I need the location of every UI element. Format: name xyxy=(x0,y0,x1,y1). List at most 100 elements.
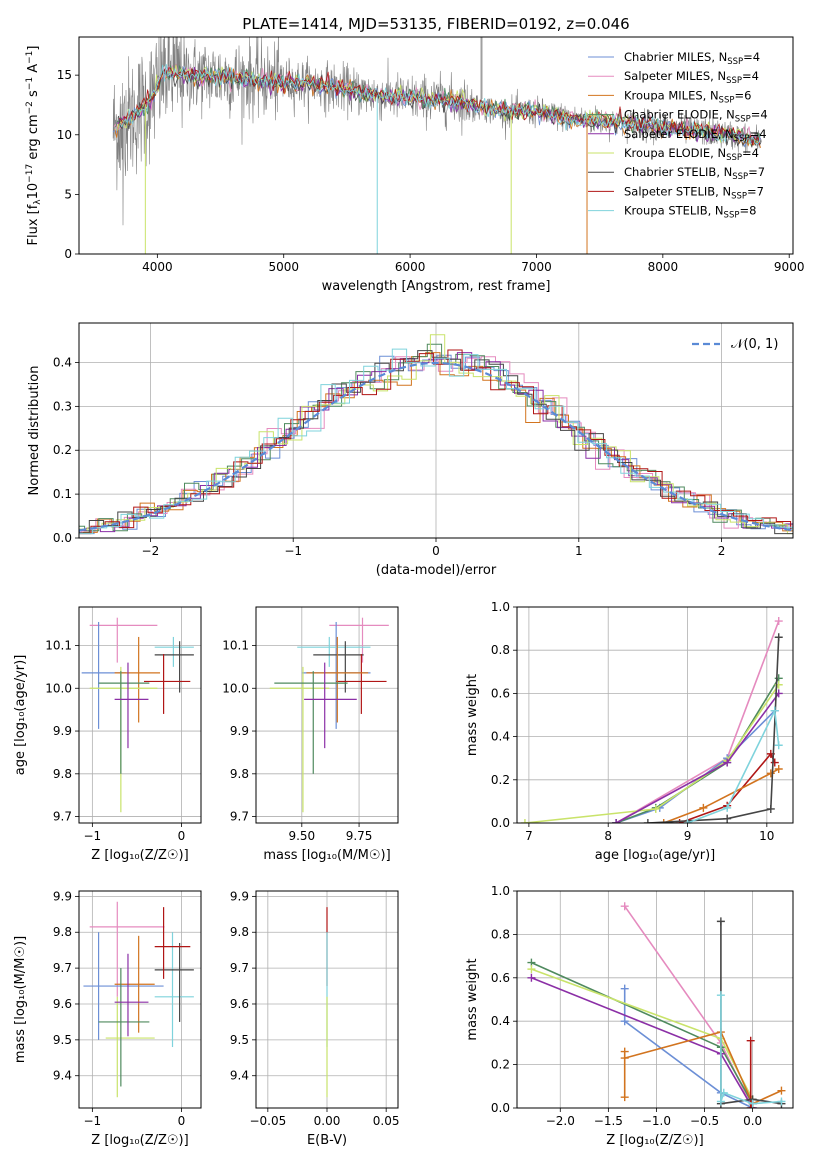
y-tick-label: 9.6 xyxy=(53,997,72,1011)
x-tick-label: 8000 xyxy=(648,260,679,274)
y-tick-label: 0.6 xyxy=(491,686,510,700)
mass-weight-marker xyxy=(774,633,783,642)
weight_vs_Z-panel: −2.0 −1.5 −1.0 −0.5 0.0 0.0 0.2 0.4 0.6 0.8 1.0 Z [… xyxy=(465,884,794,1148)
y-axis-label-part: A xyxy=(26,64,41,77)
weight_vs_age-plot-area xyxy=(520,617,783,823)
mass-weight-marker xyxy=(770,706,779,715)
legend-entry-suffix: =7 xyxy=(748,165,765,179)
legend-entry-suffix: =4 xyxy=(750,127,767,141)
mass-weight-marker xyxy=(620,1017,629,1026)
x-tick-label: −1 xyxy=(84,829,102,843)
mass-weight-marker xyxy=(774,617,783,626)
legend-entry: Kroupa STELIB, NSSP=8 xyxy=(624,204,756,221)
axes-frame xyxy=(255,606,399,824)
legend-entry-sub: SSP xyxy=(732,172,748,182)
legend-entry-label: Chabrier STELIB, N xyxy=(624,165,732,179)
y-tick-label: 9.8 xyxy=(53,925,72,939)
y-axis-label-part: −2 xyxy=(25,101,35,114)
legend-entry-suffix: =6 xyxy=(734,88,751,102)
model-spectrum-line xyxy=(119,67,761,146)
x-tick-label: −0.05 xyxy=(249,1114,286,1128)
x-tick-label: −1.5 xyxy=(594,1114,623,1128)
legend-entry-label: Chabrier ELODIE, N xyxy=(624,108,735,122)
y-tick-label: 15 xyxy=(57,68,72,82)
y-tick-label: 0.4 xyxy=(491,730,510,744)
legend-entry-sub: SSP xyxy=(724,211,740,221)
mass-weight-marker xyxy=(719,1088,728,1097)
legend-entry-label: Salpeter MILES, N xyxy=(624,69,726,83)
y-tick-label: 0.8 xyxy=(491,927,510,941)
x-tick-label: 7 xyxy=(525,829,533,843)
mass-weight-marker xyxy=(620,1093,629,1102)
mass-weight-marker xyxy=(774,741,783,750)
y-axis-label-part: ] xyxy=(26,46,41,51)
x-tick-label: 4000 xyxy=(142,260,173,274)
x-tick-label: 9000 xyxy=(774,260,805,274)
mass-weight-marker xyxy=(716,991,725,1000)
x-tick-label: 7000 xyxy=(521,260,552,274)
figure-title: PLATE=1414, MJD=53135, FIBERID=0192, z=0… xyxy=(242,15,629,33)
mass_vs_Z-plot-area xyxy=(83,901,194,1098)
legend-entry-suffix: =7 xyxy=(747,184,764,198)
legend-entry: Salpeter MILES, NSSP=4 xyxy=(624,69,759,86)
mass-weight-marker xyxy=(746,1036,755,1045)
x-axis-label: E(B-V) xyxy=(307,1133,347,1148)
y-axis-label: Normed distribution xyxy=(27,366,42,496)
y-tick-label: 9.9 xyxy=(230,889,249,903)
legend-entry-sub: SSP xyxy=(726,76,742,86)
x-tick-label: −1.0 xyxy=(642,1114,671,1128)
mass-weight-series-line xyxy=(687,707,780,823)
age_vs_Z-plot-area xyxy=(81,617,194,813)
mass-weight-marker xyxy=(659,819,668,823)
legend-entry: Kroupa ELODIE, NSSP=4 xyxy=(624,146,759,163)
axes-frame xyxy=(78,322,794,539)
y-axis-label-part: λ xyxy=(33,199,43,205)
legend-entry-suffix: =4 xyxy=(742,69,759,83)
legend-entry-label: Salpeter ELODIE, N xyxy=(624,127,734,141)
legend-entry-sub: SSP xyxy=(719,95,735,105)
legend-entry-suffix: =4 xyxy=(751,108,768,122)
mass-weight-marker xyxy=(777,1086,786,1095)
mass-weight-marker xyxy=(766,804,775,813)
x-tick-label: 9.75 xyxy=(346,829,373,843)
x-axis-label: wavelength [Angstrom, rest frame] xyxy=(322,279,551,294)
x-tick-label: −1 xyxy=(284,544,302,558)
legend-entry: Chabrier ELODIE, NSSP=4 xyxy=(624,108,768,125)
mass-weight-marker xyxy=(643,819,652,823)
mass-weight-marker xyxy=(723,758,732,767)
x-tick-label: 8 xyxy=(604,829,612,843)
legend-entry-sub: SSP xyxy=(726,153,742,163)
mass-weight-series-line xyxy=(615,677,780,823)
legend-entry-sub: SSP xyxy=(731,191,747,201)
y-axis-label-part: erg cm xyxy=(26,114,41,163)
y-tick-label: 9.9 xyxy=(230,724,249,738)
mass-weight-series-line xyxy=(663,768,780,823)
y-tick-label: 0.4 xyxy=(53,355,72,369)
y-tick-label: 9.7 xyxy=(230,810,249,824)
mass-weight-marker xyxy=(651,804,660,813)
y-axis-label: mass weight xyxy=(465,674,480,756)
mass-weight-marker xyxy=(723,814,732,823)
axes-frame xyxy=(78,36,794,255)
mass-weight-marker xyxy=(746,1104,755,1108)
y-axis-label: mass weight xyxy=(465,958,480,1040)
x-tick-label: 2 xyxy=(718,544,726,558)
y-tick-label: 5 xyxy=(64,187,72,201)
y-tick-label: 0.0 xyxy=(491,816,510,830)
x-tick-label: 9 xyxy=(684,829,692,843)
x-tick-label: 5000 xyxy=(268,260,299,274)
residuals-plot-area xyxy=(79,334,793,535)
y-tick-label: 9.8 xyxy=(230,925,249,939)
mass-weight-marker xyxy=(620,902,629,911)
legend-entry-label: Chabrier MILES, N xyxy=(624,50,727,64)
y-tick-label: 9.5 xyxy=(230,1033,249,1047)
axes-frame xyxy=(78,890,202,1109)
mass-weight-marker xyxy=(748,1099,757,1108)
x-tick-label: −2.0 xyxy=(546,1114,575,1128)
mass-weight-marker xyxy=(683,819,692,823)
y-tick-label: 10 xyxy=(57,128,72,142)
x-tick-label: 6000 xyxy=(395,260,426,274)
legend-entry-suffix: =4 xyxy=(743,50,760,64)
mass-weight-marker xyxy=(777,1097,786,1106)
